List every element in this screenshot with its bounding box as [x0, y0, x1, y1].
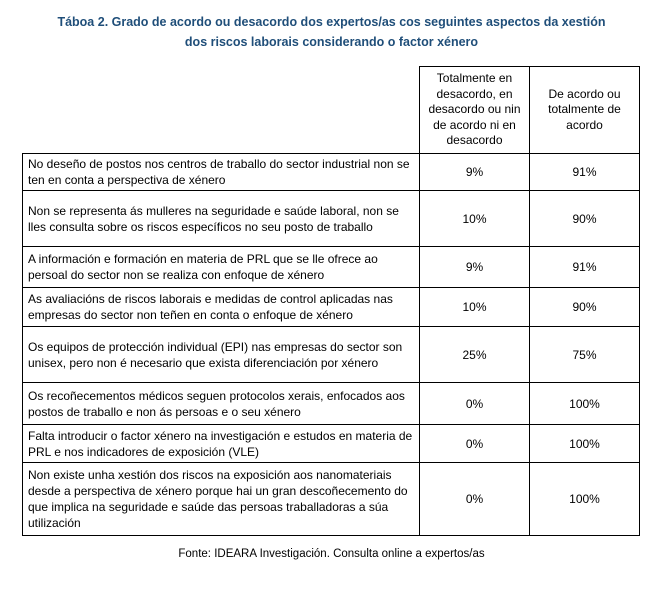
row-agree-value: 91% — [529, 246, 640, 288]
survey-table: Totalmente en desacordo, en desacordo ou… — [22, 66, 640, 536]
row-statement: A información e formación en materia de … — [22, 246, 420, 288]
table-row: Non se representa ás mulleres na segurid… — [22, 190, 640, 247]
row-disagree-value: 9% — [419, 153, 530, 191]
header-row: Totalmente en desacordo, en desacordo ou… — [22, 66, 640, 154]
caption-line-1: Táboa 2. Grado de acordo ou desacordo do… — [57, 15, 606, 29]
row-agree-value: 90% — [529, 287, 640, 327]
table-row: Non existe unha xestión dos riscos na ex… — [22, 462, 640, 536]
row-statement: Os equipos de protección individual (EPI… — [22, 326, 420, 383]
header-empty-cell — [22, 66, 420, 154]
table-row: No deseño de postos nos centros de traba… — [22, 153, 640, 191]
row-statement: No deseño de postos nos centros de traba… — [22, 153, 420, 191]
table-row: Os equipos de protección individual (EPI… — [22, 326, 640, 383]
header-disagree: Totalmente en desacordo, en desacordo ou… — [419, 66, 530, 154]
table-row: Falta introducir o factor xénero na inve… — [22, 424, 640, 463]
row-agree-value: 91% — [529, 153, 640, 191]
caption-line-2: dos riscos laborais considerando o facto… — [184, 35, 479, 49]
row-disagree-value: 9% — [419, 246, 530, 288]
row-agree-value: 100% — [529, 382, 640, 425]
table-row: Os recoñecementos médicos seguen protoco… — [22, 382, 640, 425]
row-statement: Os recoñecementos médicos seguen protoco… — [22, 382, 420, 425]
row-statement: Non existe unha xestión dos riscos na ex… — [22, 462, 420, 536]
row-disagree-value: 0% — [419, 424, 530, 463]
row-agree-value: 100% — [529, 424, 640, 463]
source-note: Fonte: IDEARA Investigación. Consulta on… — [178, 548, 485, 560]
row-disagree-value: 0% — [419, 382, 530, 425]
row-statement: Falta introducir o factor xénero na inve… — [22, 424, 420, 463]
table-caption: Táboa 2. Grado de acordo ou desacordo do… — [20, 12, 643, 52]
row-statement: As avaliacións de riscos laborais e medi… — [22, 287, 420, 327]
row-agree-value: 75% — [529, 326, 640, 383]
row-disagree-value: 10% — [419, 190, 530, 247]
table-row: As avaliacións de riscos laborais e medi… — [22, 287, 640, 327]
header-agree: De acordo ou totalmente de acordo — [529, 66, 640, 154]
row-disagree-value: 25% — [419, 326, 530, 383]
row-agree-value: 100% — [529, 462, 640, 536]
table-row: A información e formación en materia de … — [22, 246, 640, 288]
row-disagree-value: 0% — [419, 462, 530, 536]
row-disagree-value: 10% — [419, 287, 530, 327]
row-statement: Non se representa ás mulleres na segurid… — [22, 190, 420, 247]
row-agree-value: 90% — [529, 190, 640, 247]
